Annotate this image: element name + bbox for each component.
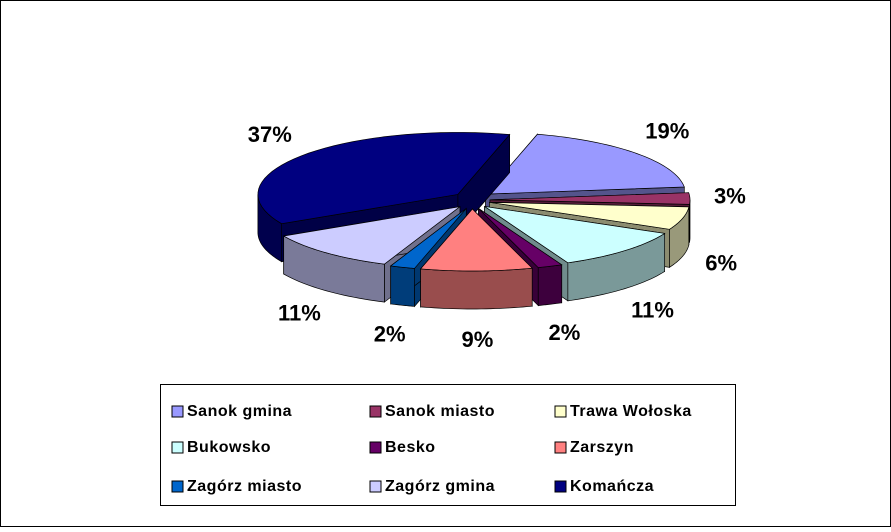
legend-label: Zarszyn xyxy=(570,439,634,456)
legend: Sanok gmina Sanok miasto Trawa Wołoska Buko… xyxy=(171,403,692,495)
slice-top xyxy=(389,208,467,269)
data-label: 2% xyxy=(374,321,406,346)
legend-swatch xyxy=(171,441,184,454)
data-label: 9% xyxy=(462,327,494,352)
legend-label: Trawa Wołoska xyxy=(570,403,692,420)
slice-top xyxy=(489,201,690,230)
slice-side xyxy=(390,265,415,307)
slice-side xyxy=(420,267,533,310)
pie xyxy=(257,132,691,310)
data-label: 11% xyxy=(278,300,321,325)
legend-swatch xyxy=(554,441,567,454)
slice-top xyxy=(484,133,685,195)
legend-label: Zagórz miasto xyxy=(187,478,302,495)
slice-side xyxy=(689,199,691,243)
legend-swatch xyxy=(369,405,382,418)
legend-swatch xyxy=(369,480,382,493)
slice-top xyxy=(257,132,511,225)
legend-swatch xyxy=(554,405,567,418)
legend-label: Sanok gmina xyxy=(187,403,292,420)
legend-label: Sanok miasto xyxy=(385,403,495,420)
slice-side xyxy=(537,264,563,306)
slice-top xyxy=(489,192,691,205)
legend-swatch xyxy=(171,405,184,418)
data-label: 3% xyxy=(714,184,746,209)
legend-label: Bukowsko xyxy=(187,439,271,456)
legend-box xyxy=(160,384,736,506)
legend-swatch xyxy=(369,441,382,454)
slice-top xyxy=(282,206,461,265)
data-label: 19% xyxy=(645,119,689,144)
data-label: 37% xyxy=(248,122,292,147)
slice-top xyxy=(419,208,533,272)
legend-label: Besko xyxy=(385,439,436,456)
legend-label: Komańcza xyxy=(570,478,654,495)
slice-top xyxy=(478,208,563,268)
legend-swatch xyxy=(171,480,184,493)
slice-top xyxy=(484,206,666,264)
legend-label: Zagórz gmina xyxy=(385,478,495,495)
data-label: 2% xyxy=(549,320,581,345)
pie-slice xyxy=(419,208,533,310)
data-label: 11% xyxy=(631,297,674,322)
legend-swatch xyxy=(554,480,567,493)
data-label: 6% xyxy=(705,250,737,275)
